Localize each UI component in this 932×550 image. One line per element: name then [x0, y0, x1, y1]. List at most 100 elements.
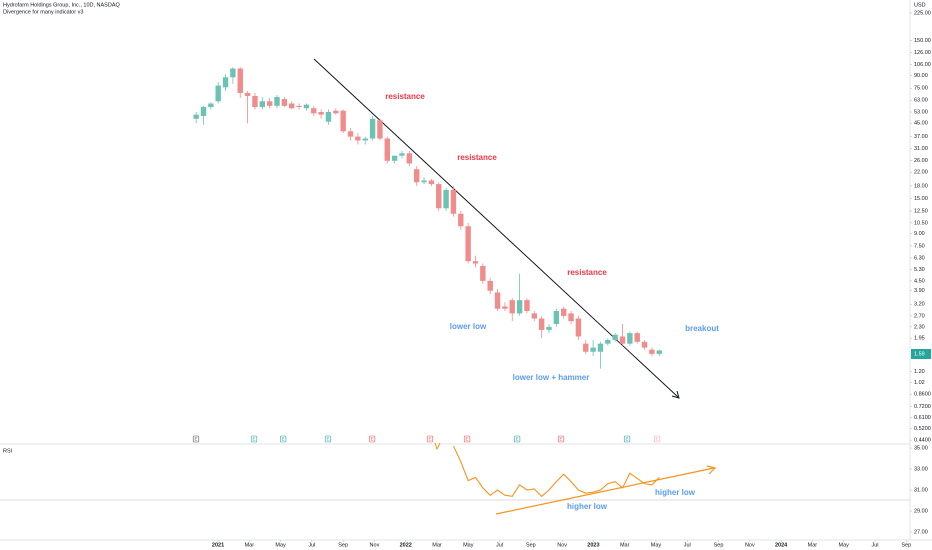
candle-body: [443, 189, 449, 209]
candle-body: [590, 347, 596, 352]
rsi-label: RSI: [3, 448, 13, 454]
rsi-tick-label: 29.00: [914, 508, 928, 514]
annotation: higher low: [567, 502, 608, 511]
event-label: E: [282, 436, 285, 441]
candle-body: [627, 333, 633, 344]
candle-body: [516, 300, 523, 314]
rsi-tick-label: 35.00: [914, 445, 928, 451]
event-box: [513, 435, 521, 443]
event-marker: E: [369, 435, 376, 443]
event-label: E: [626, 436, 629, 441]
event-box: [324, 435, 332, 443]
x-tick-label: Mar: [432, 542, 442, 548]
candle-body: [281, 99, 288, 106]
candle-body: [494, 292, 501, 309]
x-tick-label: Mar: [808, 542, 818, 548]
candle-body: [649, 349, 655, 354]
event-label: E: [194, 436, 197, 441]
y-tick-label: 0.4400: [914, 438, 931, 444]
annotation: breakout: [685, 324, 719, 333]
candle-body: [656, 350, 662, 354]
candle-body: [244, 92, 251, 96]
y-tick-label: 6.30: [914, 255, 925, 261]
currency-label: USD: [914, 2, 926, 8]
x-tick-label: Mar: [620, 542, 630, 548]
x-tick-label: 2024: [775, 542, 788, 548]
y-tick-label: 10.50: [914, 220, 928, 226]
event-box: [250, 435, 258, 443]
y-tick-label: 22.00: [914, 170, 928, 176]
y-tick-label: 5.30: [914, 267, 925, 273]
y-tick-label: 18.00: [914, 183, 928, 189]
candle-body: [266, 101, 273, 106]
event-label: E: [516, 436, 519, 441]
candle-body: [406, 153, 413, 164]
candle-body: [465, 226, 471, 262]
event-marker: E: [250, 435, 258, 443]
y-tick-label: 150.00: [914, 38, 931, 44]
trend-line: [313, 58, 679, 398]
candle-body: [230, 68, 236, 78]
candle-body: [384, 138, 390, 161]
y-tick-label: 1.02: [914, 380, 925, 386]
y-tick-label: 106.00: [914, 62, 931, 68]
y-tick-label: 15.00: [914, 196, 928, 202]
event-marker: E: [513, 435, 521, 443]
candle-body: [641, 341, 648, 348]
candle-body: [450, 189, 457, 214]
rsi-tick-label: 27.00: [914, 529, 928, 535]
candle-body: [619, 336, 626, 344]
price-box: 1.59: [911, 349, 931, 359]
annotation: lower low: [450, 322, 487, 331]
y-tick-label: 1.95: [914, 336, 925, 342]
event-label: E: [466, 436, 469, 441]
y-tick-label: 75.00: [914, 86, 928, 92]
event-box: [426, 435, 434, 443]
y-tick-label: 31.00: [914, 146, 928, 152]
y-tick-label: 0.6100: [914, 415, 931, 421]
x-tick-label: May: [463, 542, 474, 548]
event-label: E: [656, 436, 659, 441]
annotation: resistance: [385, 92, 425, 101]
candle-body: [325, 112, 332, 122]
x-tick-label: Mar: [245, 542, 255, 548]
candle-body: [340, 110, 346, 132]
candle-body: [377, 120, 383, 139]
y-tick-label: 37.00: [914, 134, 928, 140]
candle-body: [428, 180, 435, 185]
candle-body: [347, 131, 354, 137]
x-tick-label: 2023: [587, 542, 599, 548]
candle-body: [524, 300, 530, 312]
candle-body: [509, 300, 515, 314]
x-tick-label: May: [651, 542, 662, 548]
candle-body: [413, 169, 420, 183]
x-tick-label: 2021: [212, 542, 224, 548]
candle-body: [480, 265, 486, 281]
y-tick-label: 63.00: [914, 98, 928, 104]
candle-body: [318, 112, 324, 115]
rsi-trend-line: [495, 467, 715, 515]
y-tick-label: 3.20: [914, 302, 925, 308]
candle-body: [583, 343, 589, 352]
candle-body: [333, 110, 339, 114]
y-tick-label: 7.50: [914, 243, 925, 249]
candle-body: [421, 180, 427, 183]
y-tick-label: 53.00: [914, 109, 928, 115]
candle-body: [531, 313, 538, 319]
last-price: 1.59: [914, 351, 925, 357]
annotation: resistance: [567, 268, 607, 277]
trend-arrow-head: [671, 390, 680, 399]
candle-body: [458, 213, 464, 227]
event-box: [192, 435, 200, 443]
y-tick-label: 225.00: [914, 10, 931, 16]
event-marker: E: [623, 435, 631, 443]
candle-body: [575, 318, 582, 337]
x-tick-label: Nov: [370, 542, 380, 548]
candle-body: [597, 343, 604, 352]
candle-body: [208, 103, 214, 108]
candle-body: [487, 280, 493, 291]
event-marker: E: [426, 435, 434, 443]
x-tick-label: Nov: [557, 542, 567, 548]
